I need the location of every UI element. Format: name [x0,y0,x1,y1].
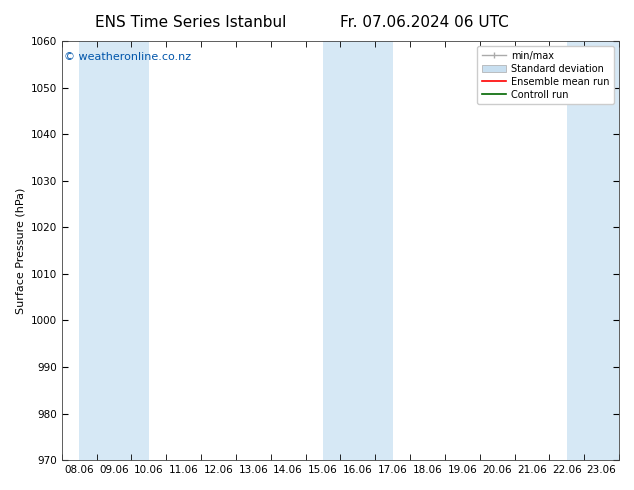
Legend: min/max, Standard deviation, Ensemble mean run, Controll run: min/max, Standard deviation, Ensemble me… [477,46,614,104]
Bar [79,41,149,460]
Text: © weatheronline.co.nz: © weatheronline.co.nz [65,51,191,62]
Y-axis label: Surface Pressure (hPa): Surface Pressure (hPa) [15,187,25,314]
Bar [323,41,392,460]
Bar [567,41,619,460]
Text: Fr. 07.06.2024 06 UTC: Fr. 07.06.2024 06 UTC [340,15,509,30]
Text: ENS Time Series Istanbul: ENS Time Series Istanbul [94,15,286,30]
